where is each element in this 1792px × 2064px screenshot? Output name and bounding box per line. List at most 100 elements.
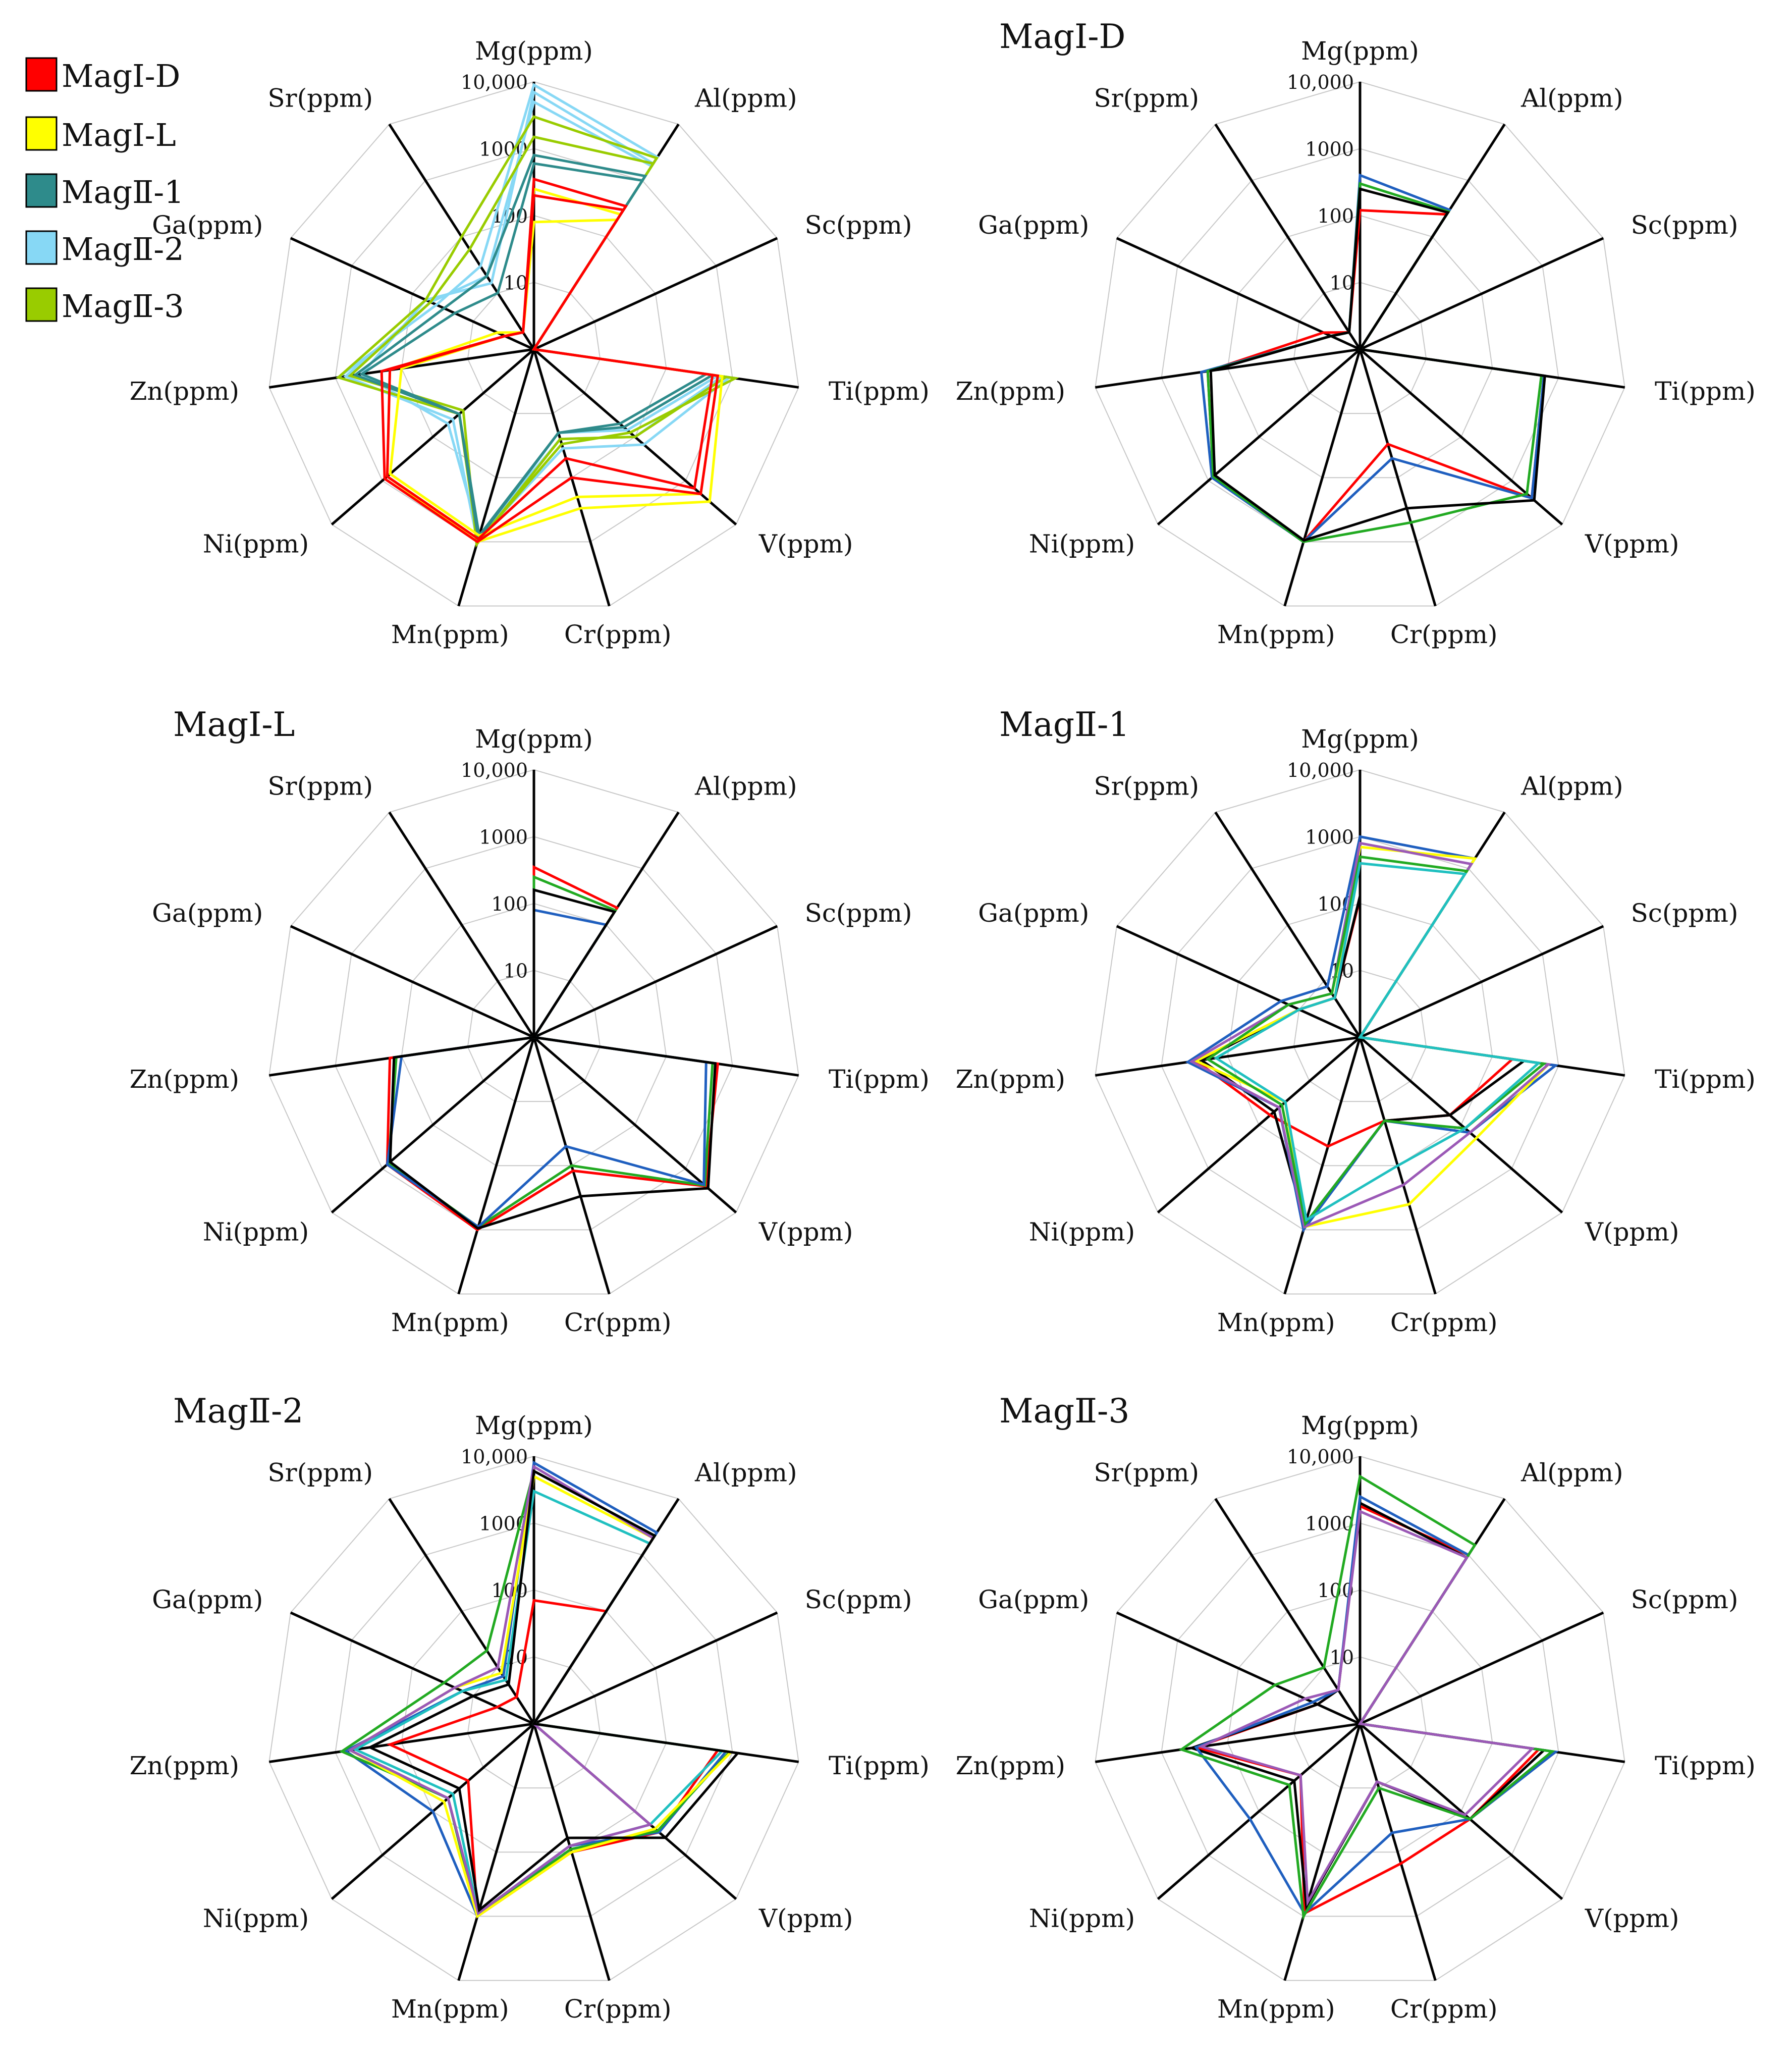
axis-spoke [1095, 1722, 1361, 1763]
tick-label: 100 [1317, 205, 1354, 227]
axis-spoke [1116, 1611, 1361, 1725]
axis-spoke [457, 349, 535, 607]
tick-label: 10 [504, 272, 528, 294]
axis-spoke [1359, 348, 1563, 525]
axis-label: Sr(ppm) [267, 1458, 373, 1488]
tick-label: 10 [504, 960, 528, 982]
axis-spoke [388, 1498, 535, 1725]
axis-label: Ni(ppm) [1029, 1903, 1135, 1933]
axis-label: Zn(ppm) [130, 1751, 239, 1780]
axis-label: Ti(ppm) [829, 1065, 930, 1094]
series-line [1209, 187, 1546, 542]
axis-label: Al(ppm) [694, 1458, 797, 1488]
axis-spoke [290, 925, 535, 1039]
series-line [1198, 1509, 1535, 1907]
axis-spoke [1157, 1036, 1361, 1213]
axis-label: Sr(ppm) [267, 84, 373, 113]
axis-label: Mg(ppm) [475, 1411, 593, 1440]
radar-panel-4: Mg(ppm) Al(ppm) Sc(ppm) Ti(ppm) V(ppm) Cr(ppm… [956, 705, 1756, 1337]
tick-label: 10,000 [461, 1446, 528, 1468]
tick-label: 10 [1330, 272, 1354, 294]
axis-label: Ga(ppm) [978, 1585, 1089, 1614]
axis-label: Ti(ppm) [1655, 1065, 1756, 1094]
axis-label: Sr(ppm) [1094, 1458, 1199, 1488]
axis-spoke [1283, 349, 1362, 607]
axis-spoke [1095, 1036, 1361, 1077]
axis-spoke [533, 237, 778, 351]
tick-label: 100 [491, 893, 528, 915]
grid-ring [467, 970, 601, 1102]
axis-label: Sc(ppm) [805, 210, 912, 240]
axis-label: Mn(ppm) [1217, 620, 1335, 649]
axis-label: Mg(ppm) [1301, 1411, 1419, 1440]
axis-spoke [1214, 1498, 1362, 1725]
axis-label: Sc(ppm) [1631, 210, 1739, 240]
legend: MagⅠ-D MagⅠ-L MagⅡ-1 MagⅡ-2 MagⅡ-3 [25, 57, 184, 325]
axis-spoke [1214, 123, 1362, 350]
axis-label: Ni(ppm) [203, 529, 309, 558]
axis-label: Ga(ppm) [152, 210, 263, 240]
axis-spoke [1095, 348, 1361, 389]
axis-label: Ti(ppm) [829, 1751, 930, 1780]
axis-spoke [1157, 348, 1361, 525]
axis-label: Ga(ppm) [978, 210, 1089, 240]
grid-ring [401, 1589, 667, 1853]
axis-spoke [1157, 1723, 1361, 1900]
axis-label: Mg(ppm) [1301, 724, 1419, 754]
grid-ring [1227, 903, 1493, 1167]
axis-label: Al(ppm) [1521, 1458, 1623, 1488]
radar-panel-3: Mg(ppm) Al(ppm) Sc(ppm) Ti(ppm) V(ppm) Cr(ppm… [130, 705, 930, 1337]
grid-ring [1293, 282, 1427, 414]
legend-swatch-mag22 [25, 230, 58, 265]
axis-spoke [1283, 1723, 1362, 1981]
axis-label: Ti(ppm) [1655, 377, 1756, 406]
grid-ring [268, 1455, 799, 1981]
series-line [389, 888, 717, 1230]
axis-label: Ga(ppm) [152, 1585, 263, 1614]
tick-label: 1000 [1305, 1513, 1354, 1535]
grid-ring [1095, 1455, 1625, 1981]
tick-label: 1000 [1305, 138, 1354, 161]
panel-title: MagⅠ-L [173, 705, 295, 744]
axis-spoke [457, 1037, 535, 1295]
axis-label: V(ppm) [758, 529, 853, 558]
series-line [1213, 862, 1542, 1222]
axis-spoke [331, 1036, 535, 1213]
axis-label: Cr(ppm) [1390, 1308, 1498, 1337]
axis-spoke [1359, 1611, 1604, 1725]
grid-ring [1161, 836, 1559, 1231]
axis-spoke [1359, 1036, 1563, 1213]
axis-label: Zn(ppm) [130, 1065, 239, 1094]
grid-ring [1227, 1589, 1493, 1853]
axis-label: Ga(ppm) [978, 898, 1089, 928]
legend-swatch-mag1d [25, 57, 58, 92]
axis-label: Cr(ppm) [564, 1308, 672, 1337]
tick-label: 10,000 [461, 759, 528, 781]
grid-ring [1161, 148, 1559, 543]
grid-ring [1293, 970, 1427, 1102]
axis-label: Mn(ppm) [391, 1308, 509, 1337]
tick-label: 10,000 [1287, 71, 1354, 93]
axis-label: Sr(ppm) [267, 772, 373, 801]
axis-label: Al(ppm) [694, 772, 797, 801]
grid-ring [467, 282, 601, 414]
axis-spoke [290, 1611, 535, 1725]
axis-label: Mn(ppm) [391, 620, 509, 649]
axis-spoke [1214, 811, 1362, 1038]
axis-spoke [388, 811, 535, 1038]
tick-label: 10,000 [1287, 759, 1354, 781]
axis-spoke [1359, 237, 1604, 351]
tick-label: 1000 [479, 826, 528, 849]
axis-label: Cr(ppm) [1390, 620, 1498, 649]
axis-label: Sc(ppm) [1631, 898, 1739, 928]
axis-label: Al(ppm) [694, 84, 797, 113]
axis-spoke [331, 348, 535, 525]
axis-spoke [1359, 1723, 1437, 1981]
panel-title: MagⅡ-3 [999, 1392, 1129, 1431]
grid-ring [1095, 81, 1625, 607]
grid-ring [1161, 1522, 1559, 1917]
axis-label: Mg(ppm) [475, 36, 593, 66]
axis-label: Sc(ppm) [1631, 1585, 1739, 1614]
axis-label: V(ppm) [1585, 1903, 1679, 1933]
